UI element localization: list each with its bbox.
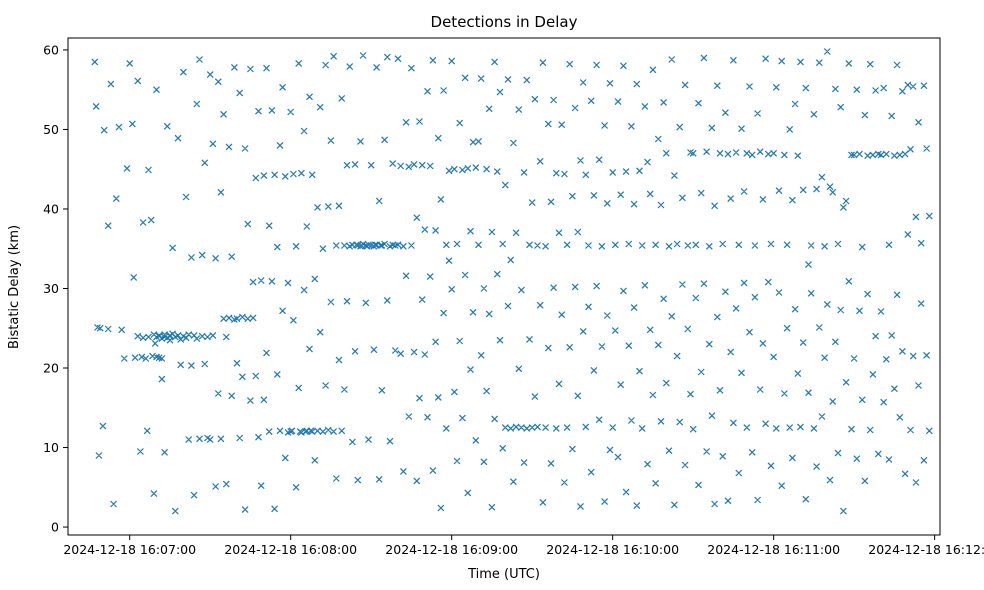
y-tick-label: 0 — [51, 520, 59, 535]
y-tick-label: 60 — [43, 42, 59, 57]
x-tick-label: 2024-12-18 16:07:00 — [63, 542, 196, 557]
y-tick-label: 50 — [43, 122, 59, 137]
axis-ticks: 2024-12-18 16:07:00 2024-12-18 16:08:00 20… — [43, 42, 984, 557]
x-tick-label: 2024-12-18 16:10:00 — [546, 542, 679, 557]
x-tick-label: 2024-12-18 16:09:00 — [385, 542, 518, 557]
y-axis-label: Bistatic Delay (km) — [7, 225, 22, 349]
y-tick-label: 30 — [43, 281, 59, 296]
x-tick-label: 2024-12-18 16:08:00 — [224, 542, 357, 557]
y-tick-label: 40 — [43, 201, 59, 216]
chart-title: Detections in Delay — [431, 13, 578, 31]
x-tick-label: 2024-12-18 16:12:00 — [868, 542, 984, 557]
x-axis-label: Time (UTC) — [467, 567, 540, 582]
y-tick-label: 20 — [43, 361, 59, 376]
axes-spines — [67, 37, 941, 536]
x-tick-label: 2024-12-18 16:11:00 — [707, 542, 840, 557]
plot-area — [68, 38, 940, 535]
y-tick-label: 10 — [43, 440, 59, 455]
data-points — [91, 48, 933, 515]
